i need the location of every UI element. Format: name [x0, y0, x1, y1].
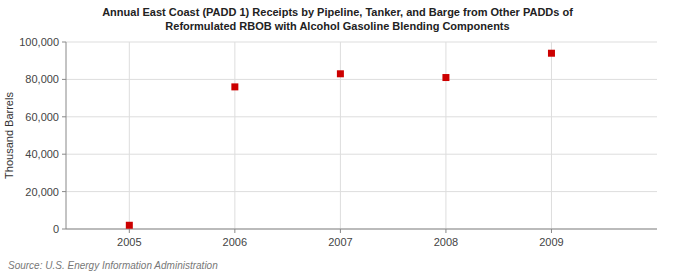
title-line: Reformulated RBOB with Alcohol Gasoline … — [165, 20, 509, 32]
tick-x — [551, 229, 552, 233]
grid-line-x — [340, 42, 341, 229]
point — [548, 50, 555, 57]
tick-x — [129, 229, 130, 233]
grid-line-y — [66, 154, 657, 155]
tick-label-x: 2009 — [539, 236, 563, 248]
tick-y — [62, 79, 66, 80]
tick-label-x: 2007 — [328, 236, 352, 248]
tick-label-x: 2006 — [223, 236, 247, 248]
title: Annual East Coast (PADD 1) Receipts by P… — [102, 6, 573, 32]
grid-line-y — [66, 191, 657, 192]
point — [231, 83, 238, 90]
grid-line-x — [551, 42, 552, 229]
grid-line-y — [66, 79, 657, 80]
tick-x — [340, 229, 341, 233]
tick-y — [62, 154, 66, 155]
tick-label-y: 0 — [53, 223, 59, 235]
tick-label-y: 100,000 — [19, 36, 59, 48]
tick-label-x: 2008 — [434, 236, 458, 248]
tick-label-x: 2005 — [117, 236, 141, 248]
points — [126, 50, 555, 229]
tick-y — [62, 229, 66, 230]
tick-y — [62, 42, 66, 43]
grid — [66, 42, 657, 229]
grid-line-y — [66, 116, 657, 117]
tick-label-y: 80,000 — [25, 73, 59, 85]
y-axis-label: Thousand Barrels — [3, 92, 15, 179]
axes: 0 20,000 40,000 60,000 80,000 100,000 2005 2006… — [19, 36, 657, 248]
x-axis-line — [66, 229, 657, 230]
grid-line-x — [129, 42, 130, 229]
grid-line-y — [66, 229, 657, 230]
title-line: Annual East Coast (PADD 1) Receipts by P… — [102, 6, 573, 18]
point — [337, 70, 344, 77]
tick-label-y: 40,000 — [25, 148, 59, 160]
tick-label-y: 60,000 — [25, 111, 59, 123]
chart: Annual East Coast (PADD 1) Receipts by P… — [0, 0, 675, 275]
grid-line-y — [66, 42, 657, 43]
grid-line-x — [445, 42, 446, 229]
tick-y — [62, 191, 66, 192]
tick-x — [234, 229, 235, 233]
y-axis-line — [66, 42, 67, 229]
point — [442, 74, 449, 81]
source-note: Source: U.S. Energy Information Administ… — [8, 260, 218, 271]
grid-line-x — [234, 42, 235, 229]
tick-x — [445, 229, 446, 233]
point — [126, 222, 133, 229]
tick-y — [62, 116, 66, 117]
tick-label-y: 20,000 — [25, 186, 59, 198]
